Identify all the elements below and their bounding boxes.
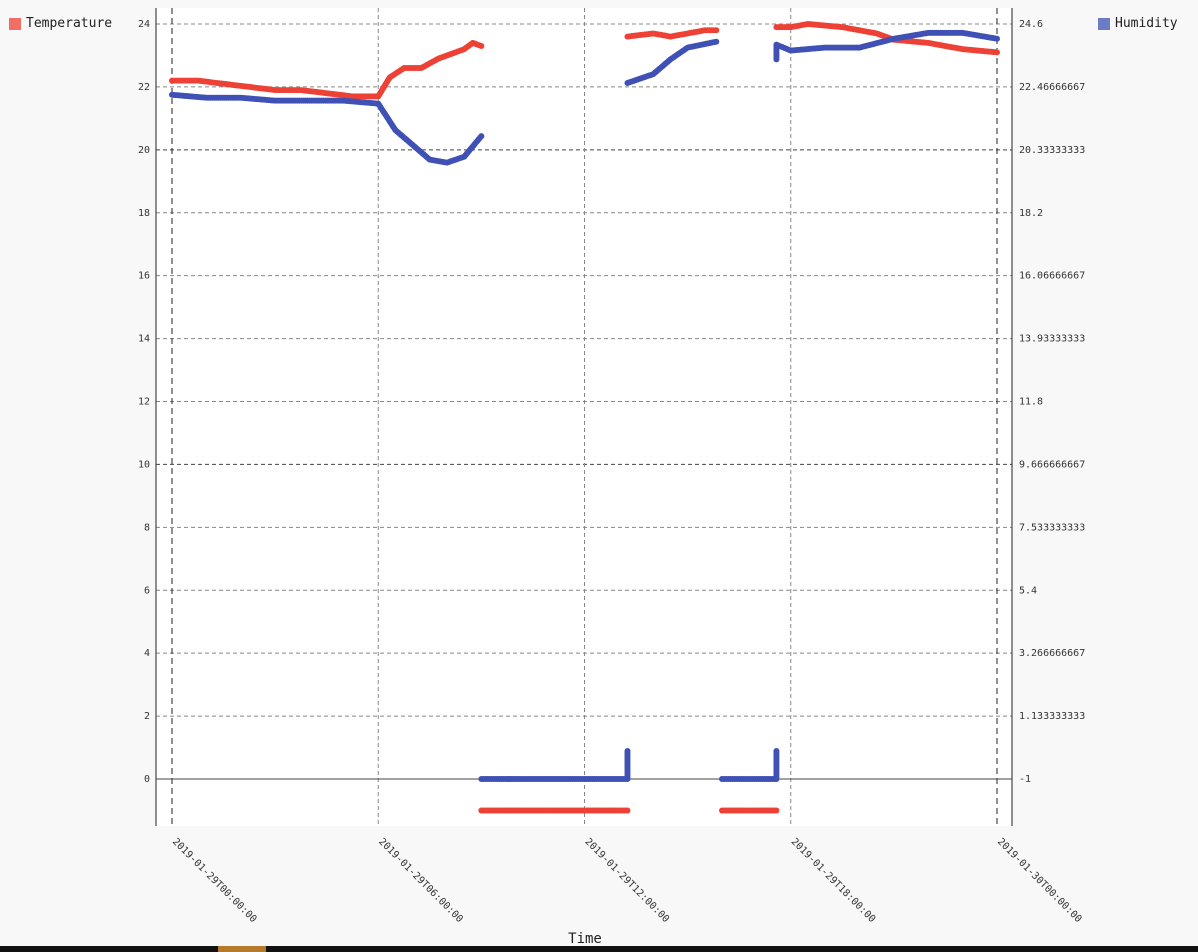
right-tick-label: 13.93333333: [1019, 334, 1085, 345]
bottom-bar: [0, 946, 1198, 952]
x-tick-label: 2019-01-29T06:00:00: [376, 836, 465, 925]
data-points: [169, 21, 1000, 814]
left-tick-label: 12: [138, 397, 150, 408]
right-tick-label: 16.06666667: [1019, 271, 1085, 282]
data-point: [773, 807, 780, 814]
legend-swatch-temperature: [9, 17, 21, 30]
grid-lines: [156, 8, 1012, 826]
right-tick-label: 24.6: [1019, 19, 1043, 30]
left-tick-label: 8: [144, 522, 150, 533]
right-tick-label: 3.266666667: [1019, 648, 1085, 659]
data-point: [478, 43, 485, 50]
x-axis-ticks: 2019-01-29T00:00:00 2019-01-29T06:00:00 20…: [170, 836, 1084, 925]
data-point: [713, 38, 720, 45]
right-tick-label: 5.4: [1019, 585, 1037, 596]
x-tick-label: 2019-01-30T00:00:00: [995, 836, 1084, 925]
right-tick-label: 7.533333333: [1019, 522, 1085, 533]
left-tick-label: 0: [144, 774, 150, 785]
data-point: [624, 747, 631, 754]
data-point: [994, 35, 1000, 42]
series-temperature: [169, 21, 1000, 814]
legend-label-temperature: Temperature: [26, 16, 113, 31]
x-axis-label: Time: [568, 931, 602, 947]
right-tick-label: 1.133333333: [1019, 711, 1085, 722]
left-tick-label: 14: [138, 334, 150, 345]
x-tick-label: 2019-01-29T18:00:00: [789, 836, 878, 925]
left-tick-label: 4: [144, 648, 150, 659]
data-point: [773, 747, 780, 754]
x-tick-label: 2019-01-29T12:00:00: [582, 836, 671, 925]
series-humidity: [169, 29, 1000, 782]
legend-swatch-humidity: [1098, 17, 1110, 30]
left-tick-label: 10: [138, 459, 150, 470]
left-tick-label: 18: [138, 208, 150, 219]
legend-label-humidity: Humidity: [1115, 16, 1178, 31]
data-point: [713, 27, 720, 34]
right-y-axis-ticks: -1 1.133333333 3.266666667 5.4 7.533333333 9.…: [1019, 19, 1085, 785]
data-point: [478, 133, 485, 140]
bottom-bar-accent: [218, 946, 266, 952]
right-tick-label: 20.33333333: [1019, 145, 1085, 156]
right-tick-label: -1: [1019, 774, 1031, 785]
data-point: [994, 49, 1000, 56]
left-tick-label: 6: [144, 585, 150, 596]
left-tick-label: 20: [138, 145, 150, 156]
right-tick-label: 18.2: [1019, 208, 1043, 219]
data-point: [624, 807, 631, 814]
right-tick-label: 9.666666667: [1019, 459, 1085, 470]
right-tick-label: 22.46666667: [1019, 82, 1085, 93]
left-tick-label: 2: [144, 711, 150, 722]
legend-item-temperature[interactable]: Temperature: [9, 16, 112, 31]
left-tick-label: 24: [138, 19, 150, 30]
left-tick-label: 16: [138, 271, 150, 282]
legend-item-humidity[interactable]: Humidity: [1098, 16, 1178, 31]
x-tick-label: 2019-01-29T00:00:00: [170, 836, 259, 925]
right-tick-label: 11.8: [1019, 397, 1043, 408]
left-tick-label: 22: [138, 82, 150, 93]
